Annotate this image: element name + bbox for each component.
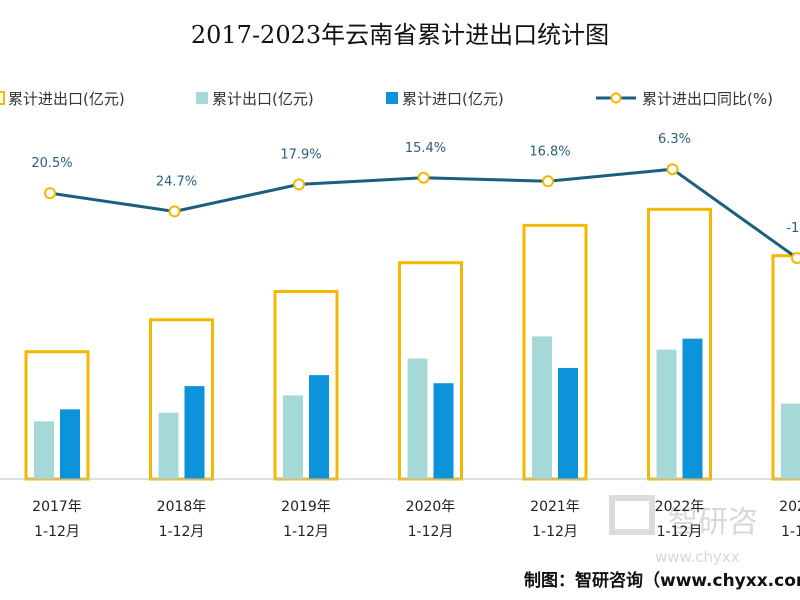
bar-import — [309, 375, 329, 479]
yoy-data-label: 20.5% — [31, 156, 72, 171]
x-tick-label: 2020年 — [406, 499, 456, 515]
x-tick-label: 2017年 — [32, 499, 82, 515]
legend-label: 累计进出口同比(%) — [642, 90, 773, 108]
legend-swatch-marker — [610, 92, 622, 104]
x-tick-label: 1-12月 — [159, 524, 205, 540]
x-tick-labels: 2017年 1-12月 2018年 1-12月 2019年 1-12月 2020年 1-12月… — [32, 499, 800, 540]
x-tick-label: 1-12月 — [283, 524, 329, 540]
legend-label: 累计进出口(亿元) — [8, 90, 125, 108]
legend-label: 累计进口(亿元) — [402, 90, 504, 108]
watermark-brand: 智研咨 — [668, 505, 758, 540]
chart-title: 2017-2023年云南省累计进出口统计图 — [191, 21, 609, 49]
bars-layer — [24, 207, 800, 481]
yoy-data-label: 17.9% — [280, 147, 321, 162]
yoy-data-label: 15.4% — [405, 141, 446, 156]
x-tick-label: 2018年 — [157, 499, 207, 515]
x-tick-label: 1-12月 — [408, 524, 454, 540]
bar-import — [60, 409, 80, 479]
yoy-point — [417, 171, 430, 184]
yoy-data-label: 6.3% — [658, 132, 691, 147]
yoy-data-label: 16.8% — [529, 144, 570, 159]
bar-export — [158, 412, 179, 479]
yoy-point — [293, 178, 305, 191]
x-tick-label: 1-12月 — [781, 524, 800, 540]
x-tick-label: 2019年 — [281, 499, 331, 515]
bar-import — [184, 386, 205, 479]
watermark-logo-icon — [609, 495, 655, 535]
yoy-data-label: -17. — [786, 221, 800, 236]
legend-swatch — [196, 92, 208, 104]
x-tick-label: 1-12月 — [34, 524, 80, 540]
bar-export — [781, 403, 800, 479]
bar-export — [34, 421, 54, 479]
legend-label: 累计出口(亿元) — [212, 90, 314, 108]
x-tick-label: 2022年 — [655, 499, 705, 515]
yoy-point — [666, 163, 679, 176]
bar-export — [407, 358, 428, 479]
bar-import — [682, 338, 703, 479]
yoy-point — [542, 175, 554, 188]
x-tick-label: 2021年 — [530, 499, 580, 515]
bar-import — [558, 367, 578, 479]
bar-import — [433, 383, 454, 479]
watermark-url: www.chyxx — [655, 548, 740, 566]
x-tick-label: 1-12月 — [657, 524, 703, 540]
legend: 累计进出口(亿元) 累计出口(亿元) 累计进口(亿元) 累计进出口同比(%) — [0, 90, 773, 108]
watermark: 智研咨 www.chyxx — [609, 495, 758, 566]
x-tick-label: 2023年 — [779, 499, 800, 515]
legend-swatch — [386, 92, 398, 104]
yoy-point — [791, 252, 800, 265]
yoy-data-label: 24.7% — [156, 174, 197, 189]
yoy-point — [44, 187, 56, 200]
source-note: 制图：智研咨询（www.chyxx.com） — [524, 570, 800, 591]
legend-swatch — [0, 91, 5, 105]
x-tick-label: 1-12月 — [532, 524, 578, 540]
bar-export — [656, 349, 677, 479]
bar-total — [771, 254, 800, 481]
yoy-line-layer: 20.5% 24.7% 17.9% 15.4% 16.8% 6.3% -17. — [31, 132, 800, 265]
bar-export — [532, 336, 552, 479]
yoy-point — [168, 205, 181, 218]
bar-export — [283, 395, 303, 479]
